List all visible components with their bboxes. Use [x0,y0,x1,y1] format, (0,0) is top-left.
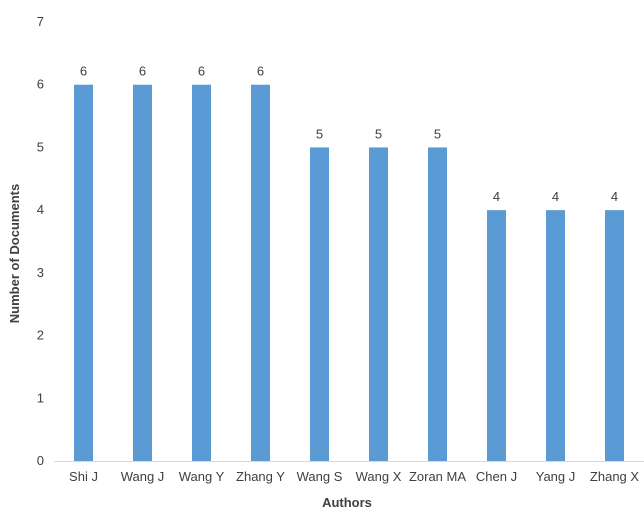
bar-data-label: 5 [316,126,323,141]
y-tick-label: 5 [37,139,44,154]
y-axis-ticks: 0 1 2 3 4 5 6 7 [37,14,44,468]
bar-data-label: 6 [139,64,146,79]
y-tick-label: 3 [37,265,44,280]
data-labels: 6 6 6 6 5 5 5 4 4 4 [80,64,618,204]
bar-data-label: 5 [375,126,382,141]
bar [487,210,506,461]
y-tick-label: 1 [37,390,44,405]
y-axis-title: Number of Documents [7,184,22,323]
y-tick-label: 0 [37,453,44,468]
bar-data-label: 4 [493,189,500,204]
x-tick-label: Zhang Y [236,469,285,484]
x-tick-label: Yang J [536,469,576,484]
y-tick-label: 4 [37,202,44,217]
x-tick-label: Chen J [476,469,517,484]
bar [369,147,388,461]
x-tick-label: Shi J [69,469,98,484]
x-tick-label: Wang Y [179,469,225,484]
bar-data-label: 6 [257,64,264,79]
bar-data-label: 4 [611,189,618,204]
bar [310,147,329,461]
bars [74,84,624,461]
bar-data-label: 6 [80,64,87,79]
bar-data-label: 5 [434,126,441,141]
bar [74,84,93,461]
x-axis-ticks: Shi J Wang J Wang Y Zhang Y Wang S Wang X Zora… [69,469,639,484]
x-tick-label: Wang J [121,469,165,484]
bar [251,84,270,461]
y-tick-label: 6 [37,77,44,92]
bar-data-label: 6 [198,64,205,79]
y-tick-label: 7 [37,14,44,29]
x-tick-label: Wang X [356,469,402,484]
x-tick-label: Zoran MA [409,469,466,484]
bar [546,210,565,461]
bar-data-label: 4 [552,189,559,204]
y-tick-label: 2 [37,328,44,343]
bar [428,147,447,461]
bar [192,84,211,461]
bar [133,84,152,461]
x-axis-title: Authors [322,495,372,509]
bar [605,210,624,461]
x-tick-label: Wang S [297,469,343,484]
x-tick-label: Zhang X [590,469,639,484]
